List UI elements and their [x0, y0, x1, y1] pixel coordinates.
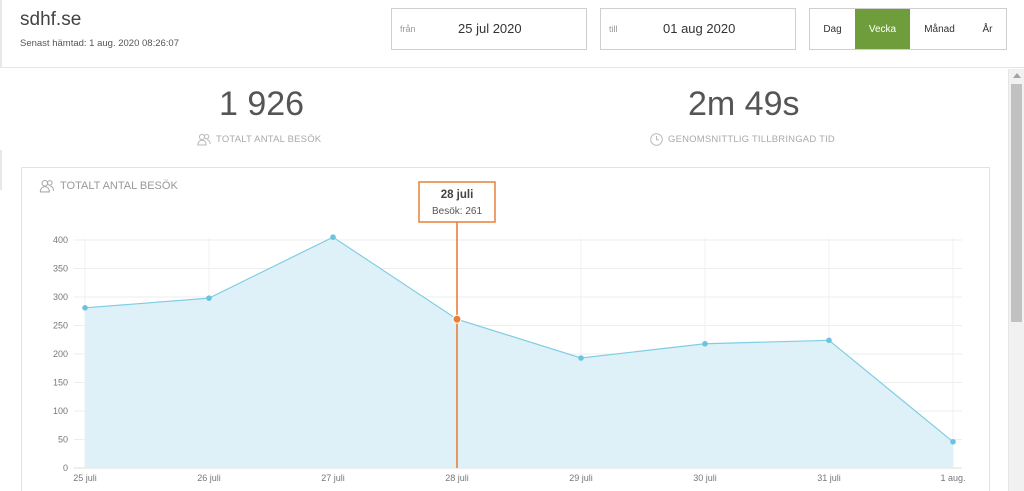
- tooltip-value: Besök: 261: [432, 206, 482, 217]
- y-tick-label: 350: [53, 264, 68, 274]
- to-date-value: 01 aug 2020: [663, 21, 736, 36]
- from-date-field[interactable]: från 25 jul 2020: [391, 8, 587, 50]
- x-tick-label: 28 juli: [445, 473, 469, 483]
- users-icon: [197, 133, 211, 146]
- total-visits-label-text: TOTALT ANTAL BESÖK: [216, 134, 322, 145]
- left-edge-divider: [0, 150, 2, 190]
- users-icon: [39, 179, 55, 193]
- chart-title-text: TOTALT ANTAL BESÖK: [60, 180, 178, 192]
- main-content: 1 926 TOTALT ANTAL BESÖK 2m 49s GENOMSNI…: [20, 69, 1008, 491]
- x-tick-label: 1 aug.: [940, 473, 965, 483]
- x-tick-label: 27 juli: [321, 473, 345, 483]
- data-point: [330, 234, 336, 240]
- avg-time-label: GENOMSNITTLIG TILLBRINGAD TID: [650, 133, 835, 146]
- total-visits-label: TOTALT ANTAL BESÖK: [197, 133, 321, 146]
- period-month-button[interactable]: Månad: [924, 23, 955, 35]
- y-tick-label: 50: [58, 435, 68, 445]
- data-point-highlighted: [452, 314, 462, 324]
- x-tick-label: 29 juli: [569, 473, 593, 483]
- from-date-value: 25 jul 2020: [458, 21, 522, 36]
- y-tick-label: 300: [53, 292, 68, 302]
- period-week-button[interactable]: Vecka: [855, 9, 910, 49]
- tooltip-title: 28 juli: [441, 189, 474, 201]
- left-edge-divider: [0, 0, 2, 68]
- total-visits-value: 1 926: [219, 85, 305, 123]
- to-date-field[interactable]: till 01 aug 2020: [600, 8, 796, 50]
- chart-title: TOTALT ANTAL BESÖK: [39, 179, 178, 193]
- period-year-button[interactable]: År: [982, 23, 993, 35]
- y-tick-label: 400: [53, 235, 68, 245]
- data-point: [82, 305, 88, 311]
- avg-time-value: 2m 49s: [688, 85, 800, 123]
- tooltip-box: [418, 181, 496, 223]
- period-day-button[interactable]: Dag: [823, 23, 842, 35]
- clock-icon: [650, 133, 663, 146]
- series-line: [84, 236, 954, 443]
- site-title: sdhf.se: [20, 9, 82, 30]
- series-area-fill: [85, 237, 953, 468]
- vertical-scrollbar[interactable]: [1008, 69, 1024, 491]
- y-tick-label: 150: [53, 378, 68, 388]
- data-point: [206, 295, 212, 301]
- data-point: [826, 337, 832, 344]
- y-tick-label: 250: [53, 321, 68, 331]
- avg-time-label-text: GENOMSNITTLIG TILLBRINGAD TID: [668, 134, 835, 145]
- x-tick-label: 30 juli: [693, 473, 717, 483]
- visits-chart-card: TOTALT ANTAL BESÖK 0 50 100 150 200 250 300 350…: [21, 167, 990, 491]
- period-selector: Dag Vecka Månad År: [809, 8, 1007, 50]
- scrollbar-thumb[interactable]: [1011, 84, 1022, 322]
- to-date-label: till: [609, 24, 618, 34]
- data-point: [950, 438, 956, 445]
- header: sdhf.se Senast hämtad: 1 aug. 2020 08:26…: [0, 0, 1024, 68]
- scroll-up-arrow-icon[interactable]: [1013, 73, 1021, 78]
- y-tick-label: 200: [53, 349, 68, 359]
- y-tick-label: 0: [63, 463, 68, 473]
- visits-area-chart: 0 50 100 150 200 250 300 350 400 25 juli 26 juli 27…: [53, 181, 966, 483]
- x-tick-label: 31 juli: [817, 473, 841, 483]
- from-date-label: från: [400, 24, 416, 34]
- x-tick-label: 26 juli: [197, 473, 221, 483]
- data-point: [702, 340, 708, 347]
- data-point: [578, 355, 584, 361]
- y-tick-label: 100: [53, 406, 68, 416]
- x-tick-label: 25 juli: [73, 473, 97, 483]
- last-fetched-text: Senast hämtad: 1 aug. 2020 08:26:07: [20, 38, 179, 49]
